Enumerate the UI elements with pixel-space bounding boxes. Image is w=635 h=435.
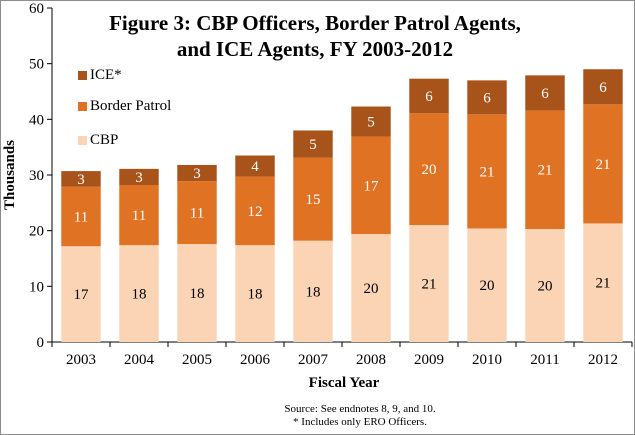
bar-cbp-2005 [177,244,217,342]
bar-border-patrol-2003 [61,186,101,247]
bar-cbp-2003 [61,246,101,342]
bars-group [61,69,623,342]
data-label-cbp-2005: 18 [190,286,205,302]
x-tick-label: 2006 [240,352,271,368]
data-label-border-patrol-2009: 20 [422,162,437,178]
legend-item-cbp: CBP [78,132,118,148]
data-label-ice-2011: 6 [541,86,549,102]
legend-label-border-patrol: Border Patrol [90,97,172,114]
bar-border-patrol-2011 [525,110,565,229]
y-tick-label: 30 [29,168,44,184]
bar-border-patrol-2010 [467,114,507,229]
chart-title-line-2: and ICE Agents, FY 2003-2012 [176,37,454,61]
x-tick-label: 2008 [356,352,386,368]
data-label-border-patrol-2008: 17 [364,178,380,194]
y-axis: 0 10 20 30 40 50 60 [29,1,53,351]
data-label-border-patrol-2011: 21 [538,163,553,179]
bar-cbp-2004 [119,245,159,342]
data-label-ice-2003: 3 [77,172,85,188]
bar-ice-2006 [235,155,275,177]
data-label-border-patrol-2007: 15 [306,192,321,208]
bar-ice-2008 [351,106,391,137]
bar-cbp-2006 [235,245,275,342]
bar-border-patrol-2007 [293,157,333,241]
data-label-cbp-2003: 17 [74,287,90,303]
legend-swatch-ice [78,70,87,80]
x-tick-label: 2011 [530,352,559,368]
bar-ice-2011 [525,75,565,111]
chart-title-line-1: Figure 3: CBP Officers, Border Patrol Ag… [109,11,521,35]
data-label-cbp-2009: 21 [422,277,437,293]
data-label-border-patrol-2012: 21 [596,157,611,173]
x-tick-label: 2009 [414,352,444,368]
x-tick-label: 2012 [588,352,618,368]
bar-border-patrol-2012 [583,104,623,224]
bar-ice-2007 [293,130,333,158]
legend-swatch-border-patrol [78,101,87,111]
data-label-border-patrol-2005: 11 [190,206,204,222]
data-label-ice-2006: 4 [251,159,259,175]
x-tick-label: 2010 [472,352,502,368]
bar-ice-2004 [119,168,159,186]
bar-ice-2009 [409,78,449,114]
data-label-ice-2010: 6 [483,90,491,106]
data-label-cbp-2012: 21 [596,276,611,292]
bar-cbp-2008 [351,234,391,342]
y-tick-label: 0 [37,335,45,351]
data-label-border-patrol-2006: 12 [248,204,263,220]
bar-border-patrol-2009 [409,113,449,226]
y-tick-label: 40 [29,112,44,128]
bar-ice-2010 [467,80,507,115]
data-label-cbp-2007: 18 [306,284,321,300]
bar-ice-2003 [61,171,101,187]
legend-item-border-patrol: Border Patrol [78,98,171,114]
bar-border-patrol-2004 [119,185,159,246]
source-note: Source: See endnotes 8, 9, and 10. [284,403,436,415]
y-tick-label: 10 [29,279,44,295]
legend-label-cbp: CBP [90,131,119,148]
data-label-ice-2012: 6 [599,80,607,96]
x-tick-label: 2005 [182,352,212,368]
y-tick-label: 20 [29,224,44,240]
legend-item-ice: ICE* [78,67,122,83]
data-label-ice-2009: 6 [425,89,433,105]
bar-cbp-2009 [409,225,449,342]
y-tick-label: 50 [29,57,44,73]
x-tick-label: 2007 [298,352,329,368]
data-label-border-patrol-2004: 11 [132,208,146,224]
bar-border-patrol-2006 [235,176,275,246]
data-label-ice-2008: 5 [367,115,375,131]
data-label-border-patrol-2010: 21 [480,164,495,180]
data-label-cbp-2004: 18 [132,287,147,303]
bar-cbp-2012 [583,223,623,342]
data-label-ice-2007: 5 [309,137,317,153]
data-label-cbp-2008: 20 [364,281,379,297]
data-label-ice-2005: 3 [193,166,201,182]
bar-ice-2005 [177,164,217,182]
bar-ice-2012 [583,69,623,105]
bar-cbp-2010 [467,228,507,342]
y-tick-label: 60 [29,1,44,17]
bar-cbp-2007 [293,240,333,342]
bar-cbp-2011 [525,228,565,342]
x-axis: 2003 2004 2005 2006 2007 2008 2009 2010 2011 2012 [51,341,633,368]
bar-border-patrol-2005 [177,181,217,245]
data-labels-group: 17 11 3 18 11 3 18 11 3 18 12 4 18 15 5 20 17 5 21 20 6 20 21 6… [74,80,611,303]
y-axis-label: Thousands [2,140,18,210]
x-tick-label: 2004 [124,352,155,368]
data-label-border-patrol-2003: 11 [74,209,88,225]
bar-border-patrol-2008 [351,136,391,235]
data-label-ice-2004: 3 [135,170,143,186]
data-label-cbp-2006: 18 [248,287,263,303]
legend-label-ice: ICE* [90,66,122,83]
data-label-cbp-2011: 20 [538,278,553,294]
footnote: * Includes only ERO Officers. [293,416,427,428]
legend-swatch-cbp [78,135,87,145]
data-label-cbp-2010: 20 [480,278,495,294]
x-axis-label: Fiscal Year [309,375,380,391]
x-tick-label: 2003 [66,352,96,368]
